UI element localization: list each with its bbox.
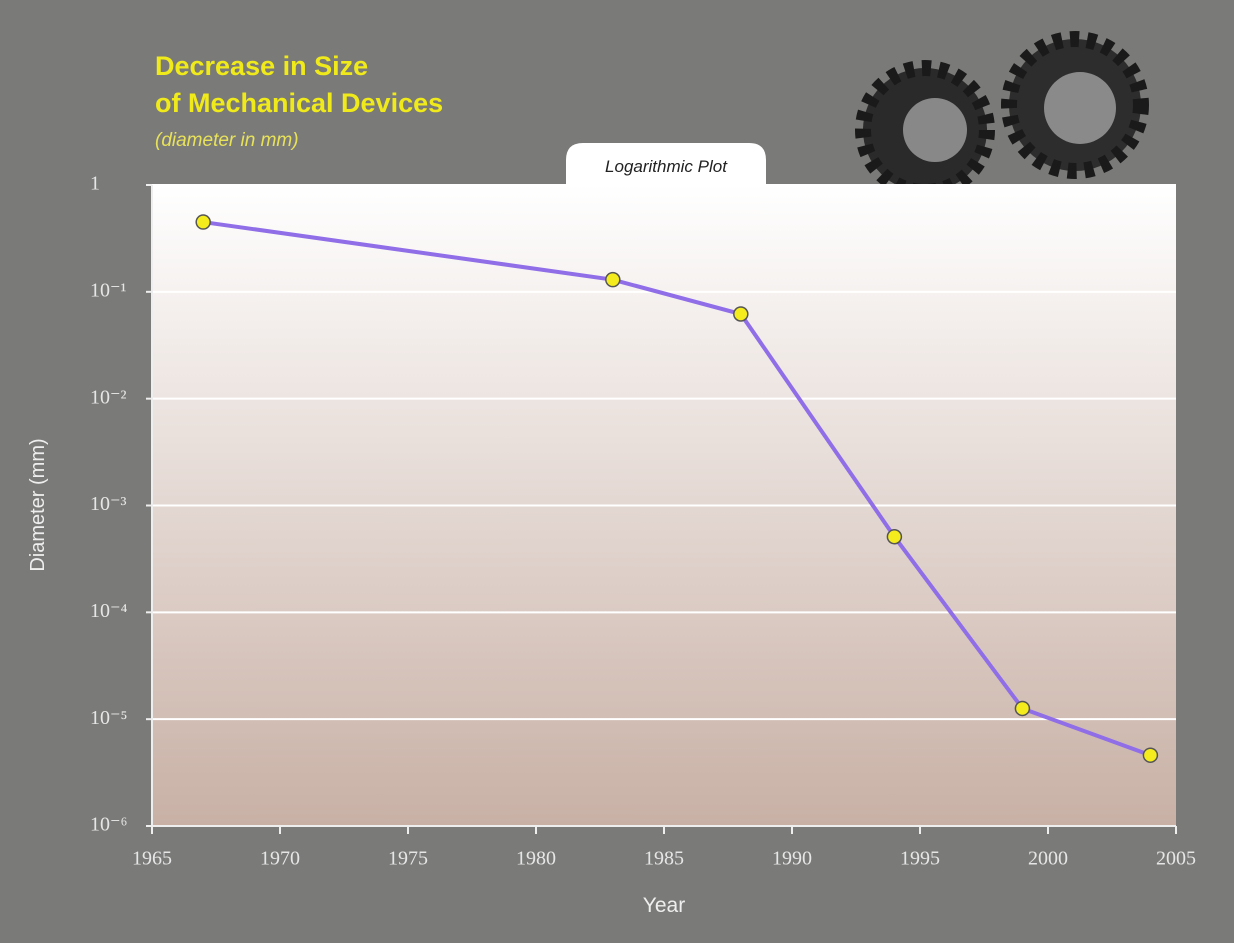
y-tick-label: 1	[90, 173, 100, 195]
x-tick-label: 2000	[1028, 848, 1068, 870]
series-line	[202, 220, 1152, 758]
x-tick-label: 2005	[1156, 848, 1196, 870]
y-axis-label: Diameter (mm)	[27, 438, 49, 571]
data-point	[195, 214, 211, 230]
y-tick-label: 10⁻⁴	[90, 600, 128, 622]
y-tick-label: 10⁻²	[90, 386, 127, 408]
y-tick-label: 10⁻¹	[90, 279, 127, 301]
annotation-tab	[566, 143, 766, 185]
x-tick-label: 1990	[772, 848, 812, 870]
y-tick-label: 10⁻³	[90, 493, 127, 515]
x-tick-label: 1965	[132, 848, 172, 870]
x-tick-label: 1975	[388, 848, 428, 870]
x-axis-label: Year	[643, 894, 685, 917]
subtitle: (diameter in mm)	[155, 130, 299, 151]
data-point	[1014, 700, 1031, 717]
x-tick-label: 1995	[900, 848, 940, 870]
x-tick-label: 1970	[260, 848, 300, 870]
y-tick-label: 10⁻⁶	[90, 814, 128, 836]
data-point	[733, 306, 749, 322]
data-point	[1142, 747, 1159, 763]
data-point	[886, 528, 903, 545]
chart-title: of Mechanical Devices	[155, 88, 443, 118]
annotation: Logarithmic Plot	[605, 157, 728, 176]
y-tick-label: 10⁻⁵	[90, 707, 128, 729]
x-tick-label: 1985	[644, 848, 684, 870]
x-tick-label: 1980	[516, 848, 556, 870]
data-point	[605, 271, 621, 288]
chart-title: Decrease in Size	[155, 51, 368, 81]
gears	[855, 31, 1149, 200]
